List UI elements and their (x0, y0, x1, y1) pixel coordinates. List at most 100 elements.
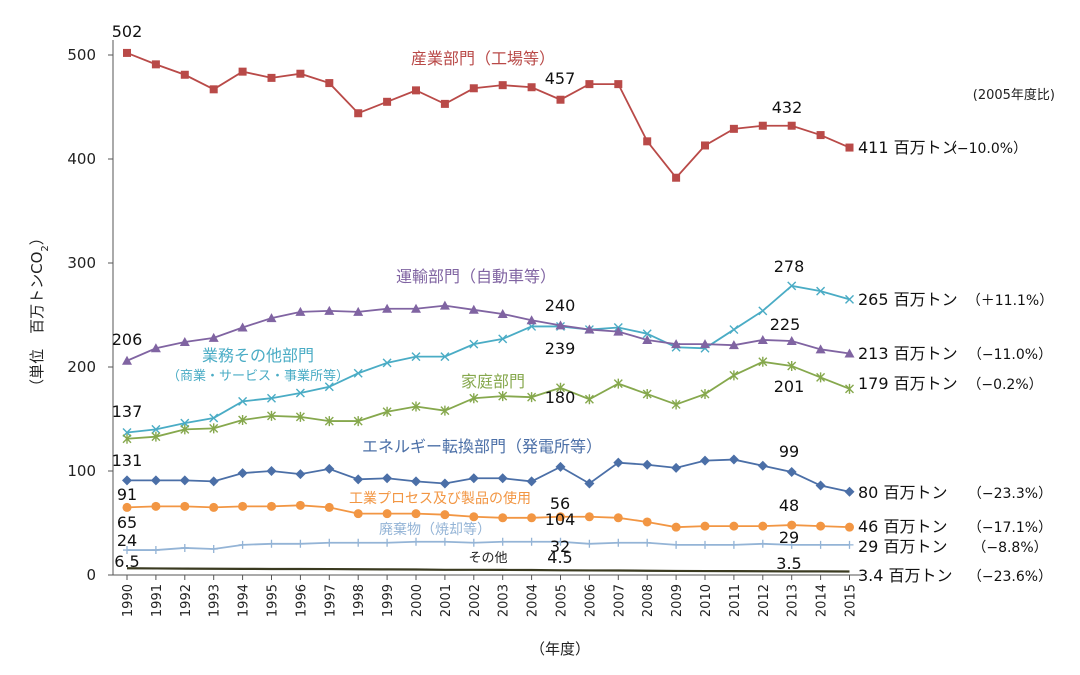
x-tick-label: 2002 (468, 584, 483, 617)
data-point (757, 334, 768, 344)
data-point (324, 382, 334, 392)
data-point (816, 131, 825, 140)
end-change-label-industry: （−10.0%） (943, 141, 1027, 157)
data-point (555, 320, 566, 330)
x-tick-label: 1993 (208, 584, 223, 617)
data-point (468, 304, 479, 314)
x-tick-label: 2007 (612, 584, 627, 617)
data-point (728, 340, 739, 350)
data-point (296, 69, 305, 78)
data-point (757, 460, 768, 471)
data-point (440, 352, 450, 362)
y-tick-label: 300 (67, 254, 96, 272)
x-tick-label: 2000 (410, 584, 425, 617)
data-label: 180 (545, 388, 576, 407)
data-point (584, 394, 594, 405)
data-point (585, 539, 594, 548)
x-tick-label: 1995 (266, 584, 281, 617)
data-point (324, 502, 334, 512)
x-tick-label: 1999 (381, 584, 396, 617)
end-value-label-process: 46 百万トン (858, 517, 947, 536)
data-point (295, 306, 306, 316)
end-change-label-household: （−0.2%） (967, 377, 1042, 393)
data-point (527, 83, 536, 92)
data-point (815, 480, 826, 491)
data-point (209, 85, 218, 94)
data-point (671, 522, 681, 532)
end-value-label-commercial: 265 百万トン (858, 290, 958, 309)
x-tick-label: 2011 (728, 584, 743, 617)
base-year-note: (2005年度比) (973, 87, 1055, 103)
y-tick-label: 0 (86, 566, 96, 584)
data-point (700, 389, 710, 400)
series-waste (123, 537, 854, 555)
data-point (498, 334, 508, 344)
data-point (295, 411, 305, 422)
end-change-label-process: （−17.1%） (968, 520, 1052, 536)
data-point (382, 406, 392, 417)
data-point (527, 392, 537, 403)
data-point (179, 475, 190, 486)
data-point (238, 415, 248, 426)
data-point (150, 475, 161, 486)
labels-layer: 産業部門（工場等） 業務その他部門 （商業・サービス・事業所等） 運輸部門（自動車等）… (112, 22, 1054, 585)
data-label: 99 (779, 442, 799, 461)
series-transport (122, 300, 855, 365)
data-point (526, 315, 537, 325)
data-point (729, 370, 739, 381)
data-point (209, 423, 219, 434)
data-point (208, 476, 219, 487)
data-point (643, 538, 652, 547)
x-tick-label: 2005 (555, 584, 570, 617)
data-label: 131 (112, 451, 143, 470)
data-point (180, 543, 189, 552)
end-change-label-waste: （−8.8%） (972, 540, 1047, 556)
data-point (209, 502, 219, 512)
data-point (237, 468, 248, 479)
data-point (786, 336, 797, 345)
data-point (353, 474, 364, 485)
x-axis-label: （年度） (530, 640, 590, 658)
data-point (497, 308, 508, 318)
data-point (672, 540, 681, 549)
data-point (556, 512, 565, 522)
series-name-commercial: 業務その他部門 (202, 346, 314, 365)
data-point (700, 339, 710, 349)
data-point (151, 546, 160, 555)
data-point (555, 461, 566, 472)
data-point (643, 137, 652, 146)
data-point (151, 431, 161, 442)
data-point (209, 545, 218, 553)
y-tick-label: 400 (67, 150, 96, 168)
data-point (383, 538, 392, 547)
data-point (151, 60, 160, 69)
data-point (412, 86, 420, 95)
data-point (844, 348, 855, 358)
end-change-label-other: （−23.6%） (968, 569, 1052, 585)
data-point (527, 537, 536, 546)
data-point (816, 372, 826, 383)
data-point (180, 501, 190, 511)
data-point (180, 70, 189, 79)
data-label: 56 (550, 494, 570, 513)
series-name-waste: 廃棄物（焼却等） (379, 521, 491, 538)
data-point (498, 81, 507, 90)
data-point (468, 473, 479, 484)
data-point (469, 84, 478, 93)
data-point (527, 513, 537, 523)
x-tick-label: 2015 (844, 584, 859, 617)
data-point (354, 538, 363, 547)
data-point (787, 360, 797, 371)
data-label: 239 (545, 339, 576, 358)
data-point (728, 454, 739, 465)
x-tick-label: 2010 (699, 584, 714, 617)
data-point (209, 413, 219, 423)
data-point (729, 124, 738, 133)
data-point (266, 313, 277, 323)
data-point (642, 334, 653, 344)
x-tick-label: 1990 (121, 584, 136, 617)
x-tick-label: 1991 (150, 584, 165, 617)
data-point (815, 344, 826, 354)
data-point (439, 300, 450, 310)
data-point (267, 410, 276, 421)
